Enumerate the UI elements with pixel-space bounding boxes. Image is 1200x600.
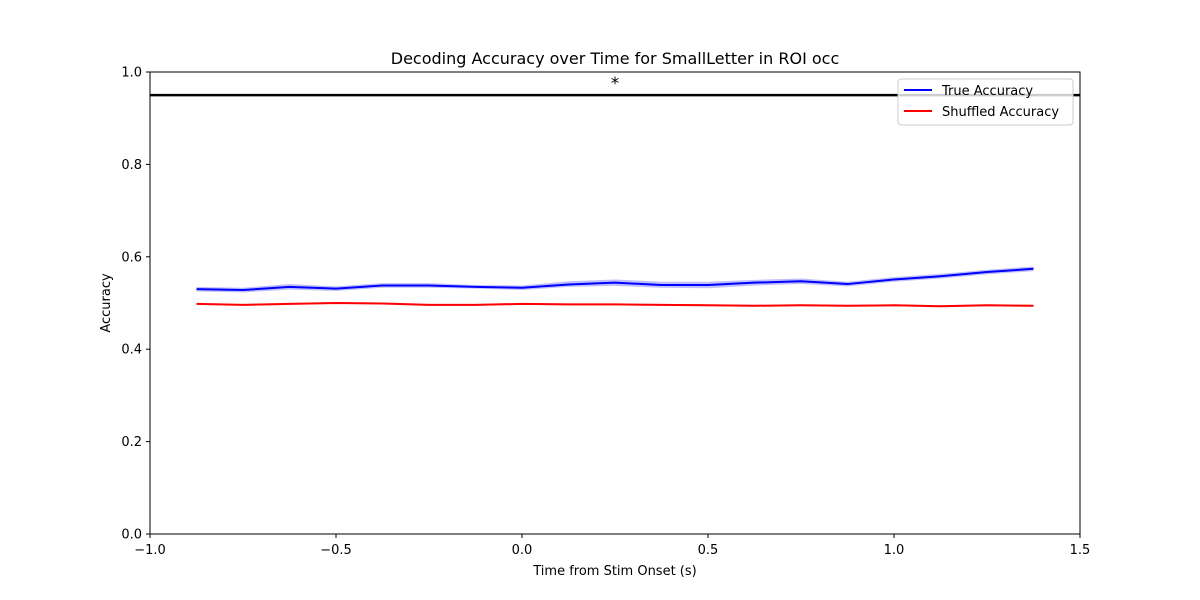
- x-tick-label: 0.0: [512, 543, 533, 558]
- y-tick-label: 1.0: [121, 66, 142, 81]
- true-accuracy-legend-label: True Accuracy: [941, 84, 1033, 99]
- true-accuracy-line: [196, 267, 1034, 292]
- x-tick-label: 1.0: [884, 543, 905, 558]
- legend-box: [897, 78, 1074, 126]
- y-tick-label: 0.8: [121, 158, 142, 173]
- y-axis-label: Accuracy: [99, 273, 114, 333]
- x-tick-label: 1.5: [1070, 543, 1091, 558]
- significance-marker: *: [611, 74, 620, 94]
- shuffled-accuracy-legend-label: Shuffled Accuracy: [942, 105, 1059, 120]
- y-tick-label: 0.0: [121, 528, 142, 543]
- shuffled-accuracy-line: [196, 302, 1034, 308]
- x-tick-label: 0.5: [698, 543, 719, 558]
- legend: True Accuracy Shuffled Accuracy: [897, 78, 1074, 126]
- axes-frame: [149, 71, 1081, 535]
- y-tick-label: 0.2: [121, 435, 142, 450]
- x-tick-label: −1.0: [134, 543, 166, 558]
- y-tick-label: 0.6: [121, 250, 142, 265]
- x-axis-label: Time from Stim Onset (s): [532, 564, 696, 579]
- chart-title: Decoding Accuracy over Time for SmallLet…: [391, 49, 840, 68]
- x-tick-label: −0.5: [320, 543, 352, 558]
- y-tick-label: 0.4: [121, 343, 142, 358]
- axes: −1.0 −0.5 0.0 0.5 1.0 1.5 0.0 0.2 0.4 0.6 0.8 1.0: [121, 66, 1090, 559]
